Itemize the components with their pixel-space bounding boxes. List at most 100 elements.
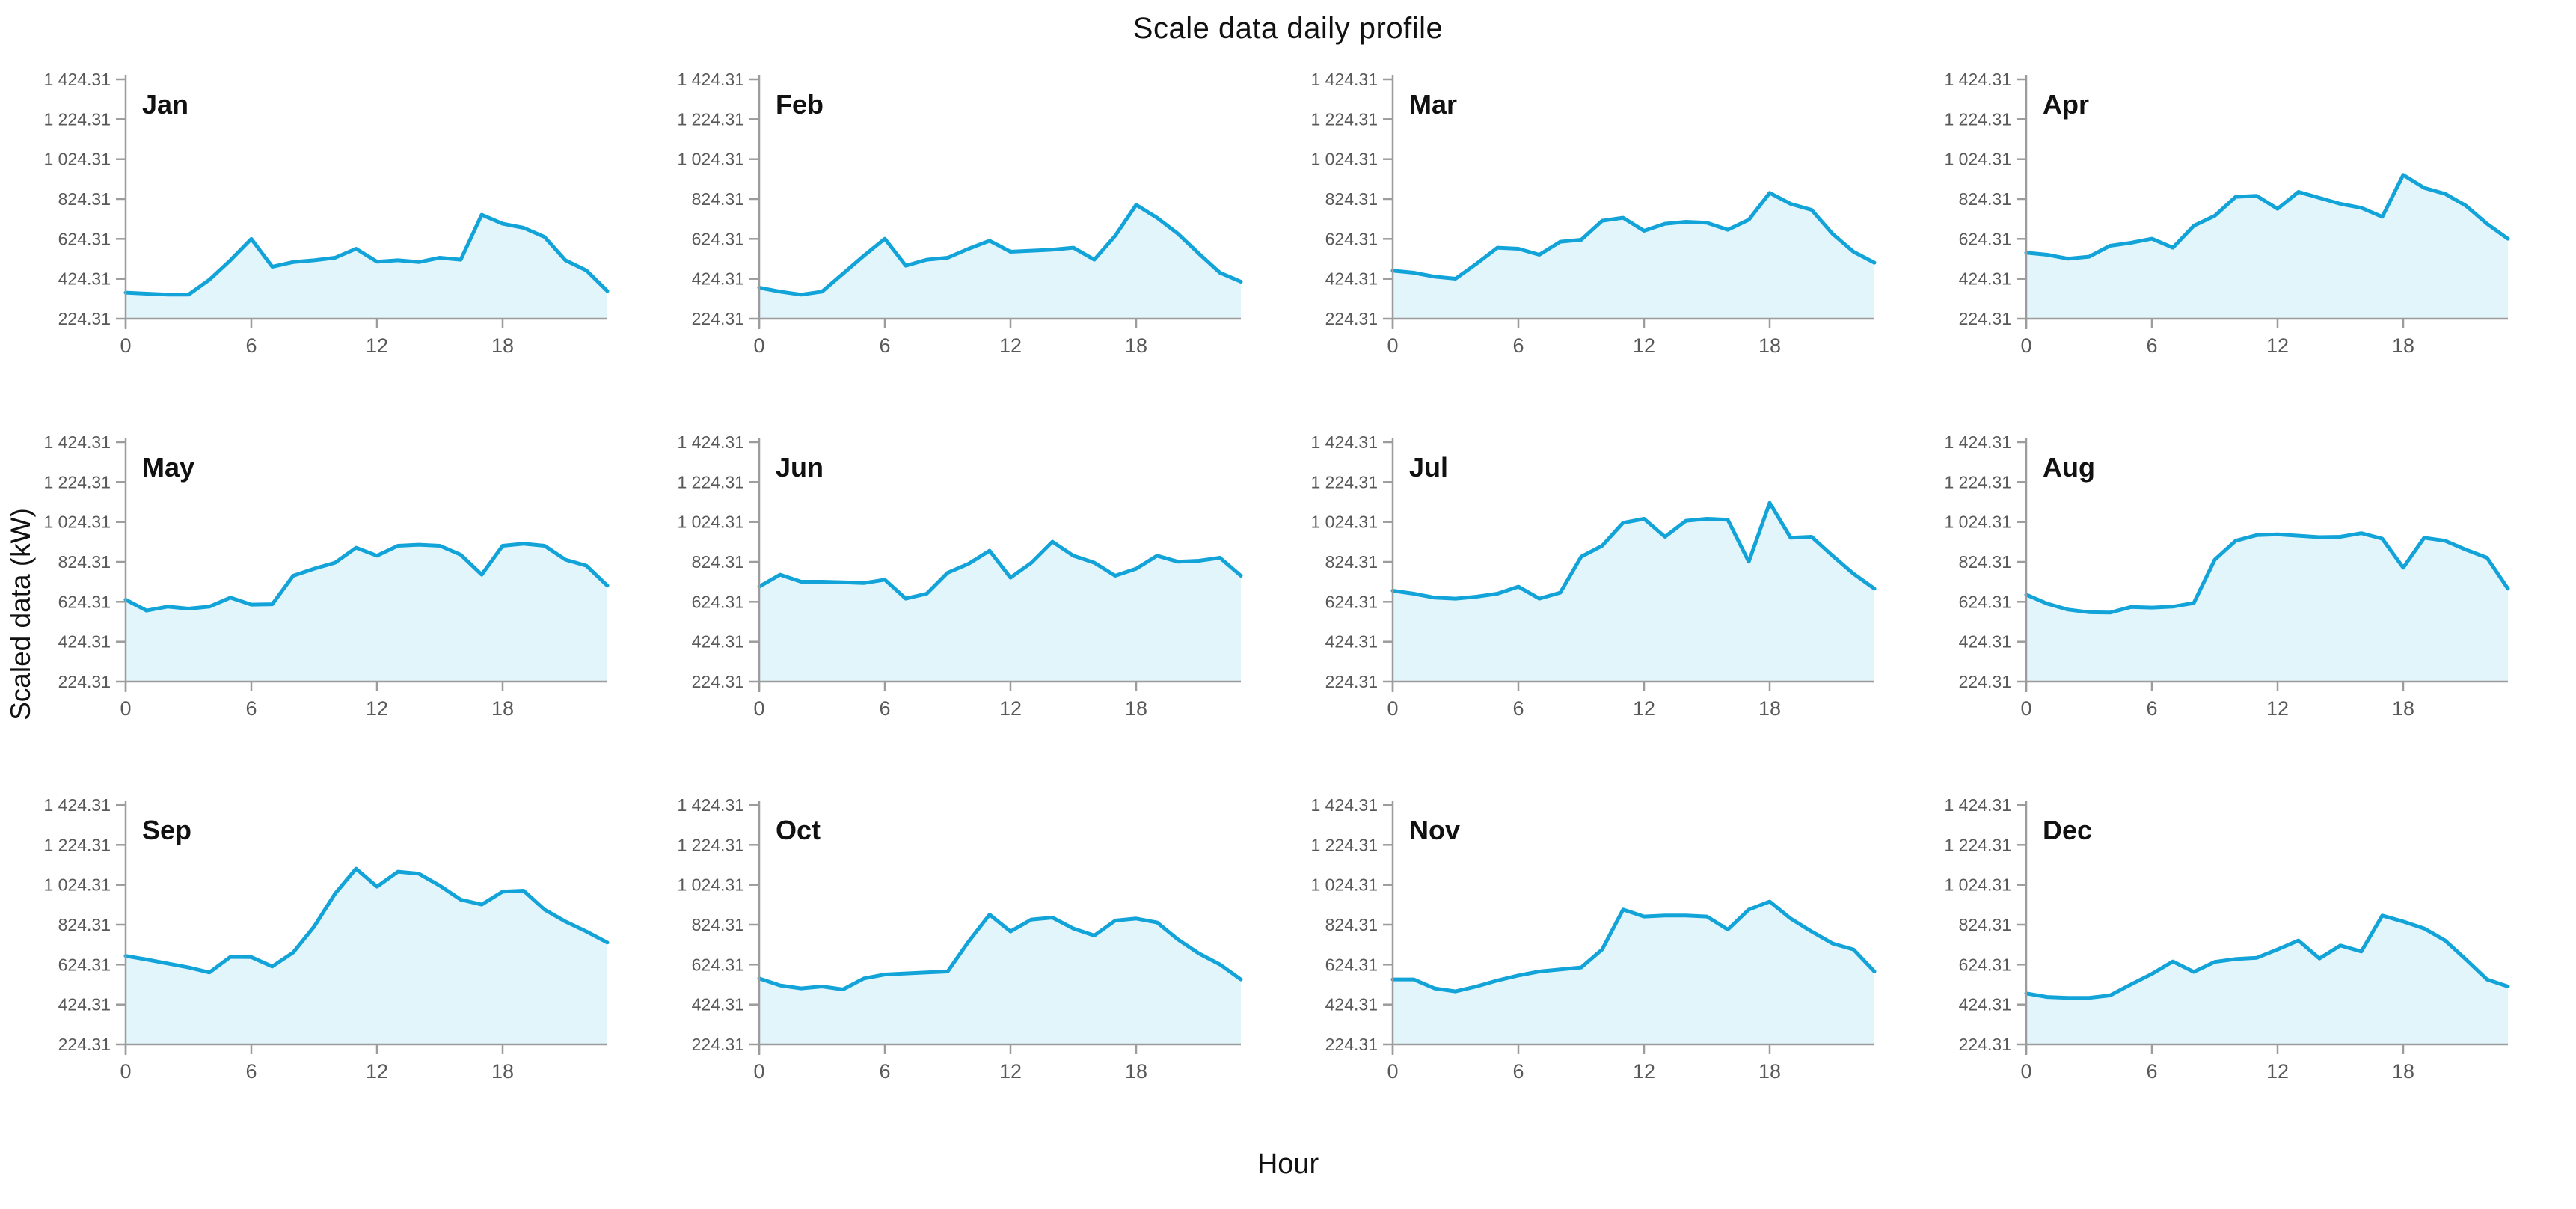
- y-tick-label: 1 224.31: [1310, 109, 1378, 129]
- x-tick-label: 18: [1125, 334, 1147, 357]
- area-fill: [2026, 915, 2508, 1044]
- y-axis-label: Scaled data (kW): [5, 508, 36, 720]
- profile-line: [123, 866, 610, 975]
- y-axis: 224.31 424.31 624.31 824.31 1 024.31 1 224.31…: [1944, 70, 2028, 329]
- area-fill: [2026, 533, 2508, 682]
- y-tick-label: 424.31: [1325, 632, 1378, 652]
- y-tick-label: 1 024.31: [1944, 875, 2011, 895]
- y-tick-label: 1 424.31: [43, 70, 111, 89]
- x-tick-label: 0: [1387, 334, 1398, 357]
- month-label: Jan: [142, 89, 188, 120]
- x-tick-label: 18: [1758, 1060, 1781, 1083]
- y-tick-label: 1 024.31: [1310, 512, 1378, 532]
- x-axis: 0 6 12 18: [1387, 680, 1874, 720]
- x-axis: 0 6 12 18: [1387, 1043, 1874, 1083]
- x-tick-label: 0: [1387, 697, 1398, 720]
- x-tick-label: 12: [366, 1060, 388, 1083]
- x-tick-label: 18: [1758, 334, 1781, 357]
- y-tick-label: 1 024.31: [1310, 150, 1378, 169]
- y-tick-label: 824.31: [1325, 552, 1378, 572]
- y-tick-label: 424.31: [58, 995, 111, 1014]
- subplot-jan: 224.31 424.31 624.31 824.31 1 024.31 1 224.31…: [43, 70, 610, 357]
- y-axis: 224.31 424.31 624.31 824.31 1 024.31 1 224.31…: [677, 70, 761, 329]
- y-tick-label: 624.31: [1959, 592, 2011, 611]
- y-tick-label: 1 024.31: [1944, 512, 2011, 532]
- month-label: Aug: [2043, 452, 2095, 483]
- y-tick-label: 824.31: [692, 915, 744, 934]
- month-label: Feb: [776, 89, 824, 120]
- area-fill: [2026, 174, 2508, 319]
- x-tick-label: 6: [245, 697, 257, 720]
- y-tick-label: 824.31: [1325, 189, 1378, 209]
- y-tick-label: 624.31: [1325, 229, 1378, 248]
- subplot-jun: 224.31 424.31 624.31 824.31 1 024.31 1 224.31…: [677, 432, 1243, 720]
- subplot-feb: 224.31 424.31 624.31 824.31 1 024.31 1 224.31…: [677, 70, 1243, 357]
- y-tick-label: 424.31: [692, 269, 744, 289]
- x-tick-label: 18: [1125, 697, 1147, 720]
- x-tick-label: 6: [245, 1060, 257, 1083]
- x-tick-label: 6: [245, 334, 257, 357]
- area-fill: [1393, 503, 1874, 682]
- y-tick-label: 824.31: [692, 189, 744, 209]
- y-tick-label: 224.31: [1325, 672, 1378, 691]
- y-tick-label: 824.31: [1325, 915, 1378, 934]
- month-label: May: [142, 452, 194, 483]
- x-tick-label: 18: [1125, 1060, 1147, 1083]
- y-tick-label: 1 024.31: [43, 512, 111, 532]
- y-tick-label: 824.31: [692, 552, 744, 572]
- x-tick-label: 0: [120, 697, 131, 720]
- x-tick-label: 12: [1633, 697, 1655, 720]
- y-tick-label: 224.31: [692, 309, 744, 328]
- y-tick-label: 1 424.31: [1310, 70, 1378, 89]
- y-tick-label: 1 424.31: [43, 432, 111, 452]
- y-tick-label: 1 024.31: [677, 150, 744, 169]
- y-tick-label: 1 024.31: [1944, 150, 2011, 169]
- y-tick-label: 1 224.31: [1944, 472, 2011, 492]
- area-fill: [1393, 902, 1874, 1044]
- x-tick-label: 18: [2392, 334, 2414, 357]
- y-tick-label: 1 424.31: [677, 70, 744, 89]
- y-tick-label: 1 224.31: [1944, 109, 2011, 129]
- y-tick-label: 424.31: [1959, 269, 2011, 289]
- y-tick-label: 824.31: [58, 552, 111, 572]
- profile-line: [123, 542, 610, 613]
- y-tick-label: 824.31: [1959, 915, 2011, 934]
- y-axis: 224.31 424.31 624.31 824.31 1 024.31 1 224.31…: [1310, 795, 1394, 1055]
- y-tick-label: 424.31: [692, 995, 744, 1014]
- y-tick-label: 224.31: [692, 1035, 744, 1054]
- x-tick-label: 6: [1512, 1060, 1524, 1083]
- y-tick-label: 1 424.31: [1944, 432, 2011, 452]
- y-tick-label: 624.31: [1325, 592, 1378, 611]
- profile-line: [1390, 191, 1877, 281]
- x-tick-label: 12: [1633, 1060, 1655, 1083]
- y-tick-label: 1 424.31: [43, 795, 111, 815]
- y-axis: 224.31 424.31 624.31 824.31 1 024.31 1 224.31…: [1310, 70, 1394, 329]
- x-tick-label: 0: [120, 334, 131, 357]
- profile-line: [2024, 173, 2510, 261]
- x-axis: 0 6 12 18: [120, 317, 607, 357]
- subplot-nov: 224.31 424.31 624.31 824.31 1 024.31 1 224.31…: [1310, 795, 1877, 1083]
- y-tick-label: 424.31: [58, 632, 111, 652]
- y-tick-label: 1 424.31: [677, 432, 744, 452]
- y-axis: 224.31 424.31 624.31 824.31 1 024.31 1 224.31…: [43, 795, 127, 1055]
- x-axis: 0 6 12 18: [753, 317, 1241, 357]
- x-tick-label: 6: [879, 334, 890, 357]
- y-tick-label: 224.31: [1959, 309, 2011, 328]
- x-tick-label: 0: [2020, 334, 2031, 357]
- area-fill: [126, 543, 607, 682]
- x-axis: 0 6 12 18: [2020, 1043, 2508, 1083]
- subplot-sep: 224.31 424.31 624.31 824.31 1 024.31 1 224.31…: [43, 795, 610, 1083]
- profile-line: [757, 539, 1243, 601]
- month-label: Dec: [2043, 815, 2092, 845]
- month-label: Oct: [776, 815, 821, 845]
- y-tick-label: 624.31: [1959, 229, 2011, 248]
- profile-line: [1390, 899, 1877, 994]
- area-fill: [126, 215, 607, 319]
- profile-line: [1390, 501, 1877, 601]
- y-tick-label: 224.31: [58, 1035, 111, 1054]
- subplot-grid: 224.31 424.31 624.31 824.31 1 024.31 1 224.31…: [42, 57, 2576, 1145]
- y-tick-label: 1 424.31: [1944, 70, 2011, 89]
- x-tick-label: 12: [999, 697, 1022, 720]
- month-label: Apr: [2043, 89, 2089, 120]
- x-tick-label: 0: [1387, 1060, 1398, 1083]
